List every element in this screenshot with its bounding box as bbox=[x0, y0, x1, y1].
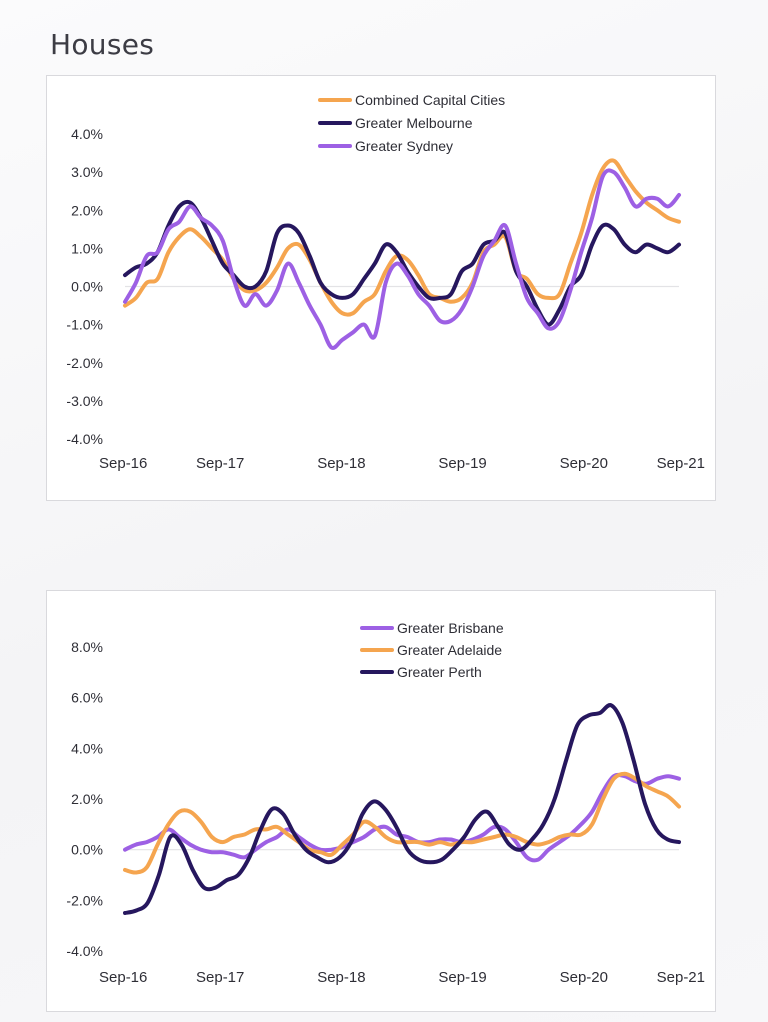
legend-label: Greater Perth bbox=[397, 664, 482, 680]
legend-label: Greater Adelaide bbox=[397, 642, 502, 658]
y-tick-label: -2.0% bbox=[66, 892, 103, 908]
y-tick-label: 2.0% bbox=[71, 202, 103, 218]
y-tick-label: -3.0% bbox=[66, 393, 103, 409]
series-line-greater-sydney bbox=[123, 168, 681, 350]
y-tick-label: 0.0% bbox=[71, 279, 103, 295]
y-tick-label: 6.0% bbox=[71, 690, 103, 706]
y-tick-label: 8.0% bbox=[71, 639, 103, 655]
x-tick-label: Sep-19 bbox=[438, 455, 486, 472]
line-chart-capital-cities: 4.0% 3.0% 2.0% 1.0% 0.0% -1.0% -2.0% -3.0% -4.0%… bbox=[66, 92, 705, 472]
y-tick-label: -2.0% bbox=[66, 355, 103, 371]
y-tick-label: 4.0% bbox=[71, 740, 103, 756]
x-tick-label: Sep-21 bbox=[657, 455, 705, 472]
y-tick-label: 0.0% bbox=[71, 842, 103, 858]
y-tick-label: -4.0% bbox=[66, 943, 103, 959]
legend-label: Greater Melbourne bbox=[355, 115, 473, 131]
x-tick-label: Sep-18 bbox=[317, 969, 365, 986]
line-chart-other-cities: 8.0% 6.0% 4.0% 2.0% 0.0% -2.0% -4.0% Sep-16 Sep-… bbox=[66, 620, 705, 986]
legend-label: Greater Sydney bbox=[355, 138, 453, 154]
y-tick-label: -4.0% bbox=[66, 431, 103, 447]
y-tick-label: -1.0% bbox=[66, 317, 103, 333]
x-tick-label: Sep-20 bbox=[560, 455, 608, 472]
y-tick-label: 4.0% bbox=[71, 126, 103, 142]
legend-label: Combined Capital Cities bbox=[355, 92, 505, 108]
x-tick-label: Sep-20 bbox=[560, 969, 608, 986]
y-tick-label: 2.0% bbox=[71, 791, 103, 807]
series-line-greater-perth bbox=[123, 703, 681, 915]
legend-label: Greater Brisbane bbox=[397, 620, 504, 636]
y-tick-label: 3.0% bbox=[71, 164, 103, 180]
x-tick-label: Sep-16 bbox=[99, 455, 147, 472]
x-tick-label: Sep-19 bbox=[438, 969, 486, 986]
x-tick-label: Sep-17 bbox=[196, 969, 244, 986]
series-line-greater-melbourne bbox=[123, 199, 681, 327]
x-tick-label: Sep-18 bbox=[317, 455, 365, 472]
y-tick-label: 1.0% bbox=[71, 240, 103, 256]
x-tick-label: Sep-21 bbox=[657, 969, 705, 986]
chart-panel-capital-cities: 4.0% 3.0% 2.0% 1.0% 0.0% -1.0% -2.0% -3.0% -4.0%… bbox=[46, 75, 716, 501]
x-tick-label: Sep-16 bbox=[99, 969, 147, 986]
x-tick-label: Sep-17 bbox=[196, 455, 244, 472]
chart-panel-other-cities: 8.0% 6.0% 4.0% 2.0% 0.0% -2.0% -4.0% Sep-16 Sep-… bbox=[46, 590, 716, 1012]
page-title: Houses bbox=[50, 28, 155, 61]
series-line-greater-adelaide bbox=[123, 771, 681, 875]
